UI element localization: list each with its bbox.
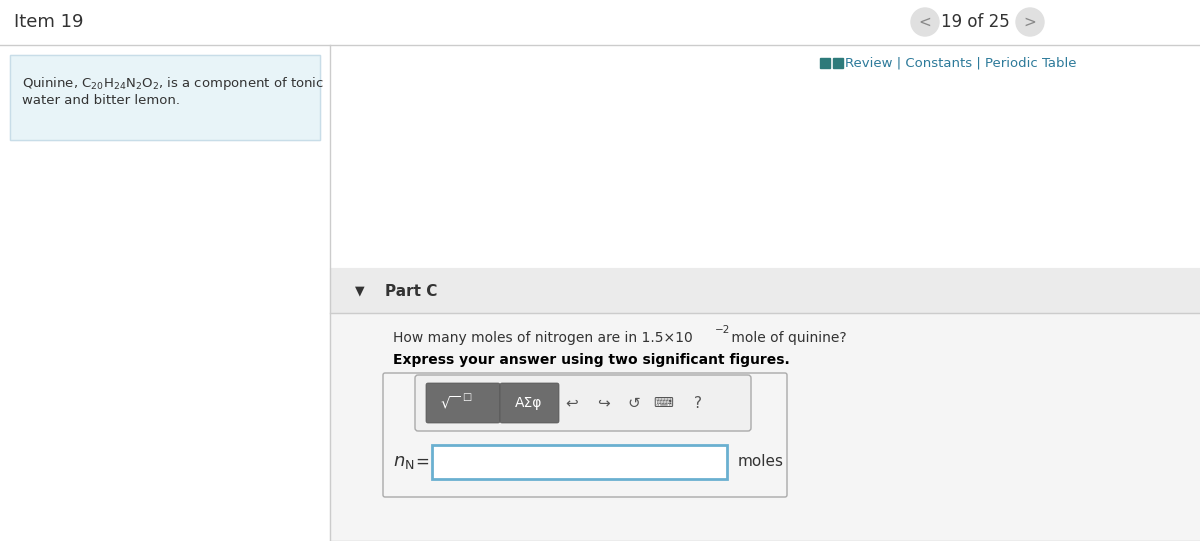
Text: ↩: ↩ bbox=[565, 395, 578, 411]
Circle shape bbox=[1016, 8, 1044, 36]
FancyBboxPatch shape bbox=[415, 375, 751, 431]
Text: ▼: ▼ bbox=[355, 285, 365, 298]
Text: How many moles of nitrogen are in 1.5×10: How many moles of nitrogen are in 1.5×10 bbox=[394, 331, 692, 345]
Text: =: = bbox=[415, 453, 428, 471]
Text: □: □ bbox=[462, 392, 472, 402]
FancyBboxPatch shape bbox=[330, 268, 1200, 313]
Text: Express your answer using two significant figures.: Express your answer using two significan… bbox=[394, 353, 790, 367]
Bar bbox=[820, 58, 830, 68]
Text: water and bitter lemon.: water and bitter lemon. bbox=[22, 95, 180, 108]
Text: −2: −2 bbox=[715, 325, 731, 335]
FancyBboxPatch shape bbox=[10, 55, 320, 140]
Text: $\sqrt{\ }$: $\sqrt{\ }$ bbox=[439, 394, 461, 412]
Text: moles: moles bbox=[738, 454, 784, 470]
Text: ↺: ↺ bbox=[628, 395, 641, 411]
FancyBboxPatch shape bbox=[426, 383, 500, 423]
Text: Review | Constants | Periodic Table: Review | Constants | Periodic Table bbox=[845, 56, 1076, 69]
Text: Item 19: Item 19 bbox=[14, 13, 84, 31]
FancyBboxPatch shape bbox=[432, 445, 727, 479]
Text: $n_\mathrm{N}$: $n_\mathrm{N}$ bbox=[394, 453, 415, 471]
FancyBboxPatch shape bbox=[500, 383, 559, 423]
Text: ΑΣφ: ΑΣφ bbox=[515, 396, 542, 410]
Text: <: < bbox=[919, 15, 931, 30]
Text: >: > bbox=[1024, 15, 1037, 30]
Text: Part C: Part C bbox=[385, 283, 437, 299]
Circle shape bbox=[911, 8, 940, 36]
Text: 19 of 25: 19 of 25 bbox=[941, 13, 1009, 31]
Bar bbox=[833, 58, 842, 68]
Bar bbox=[10, 55, 320, 140]
Bar bbox=[330, 268, 1200, 541]
Text: Quinine, C$_{20}$H$_{24}$N$_2$O$_2$, is a component of tonic: Quinine, C$_{20}$H$_{24}$N$_2$O$_2$, is … bbox=[22, 75, 324, 91]
Text: mole of quinine?: mole of quinine? bbox=[727, 331, 847, 345]
Text: ↪: ↪ bbox=[596, 395, 610, 411]
Text: ?: ? bbox=[694, 395, 702, 411]
Text: ⌨: ⌨ bbox=[653, 396, 673, 410]
